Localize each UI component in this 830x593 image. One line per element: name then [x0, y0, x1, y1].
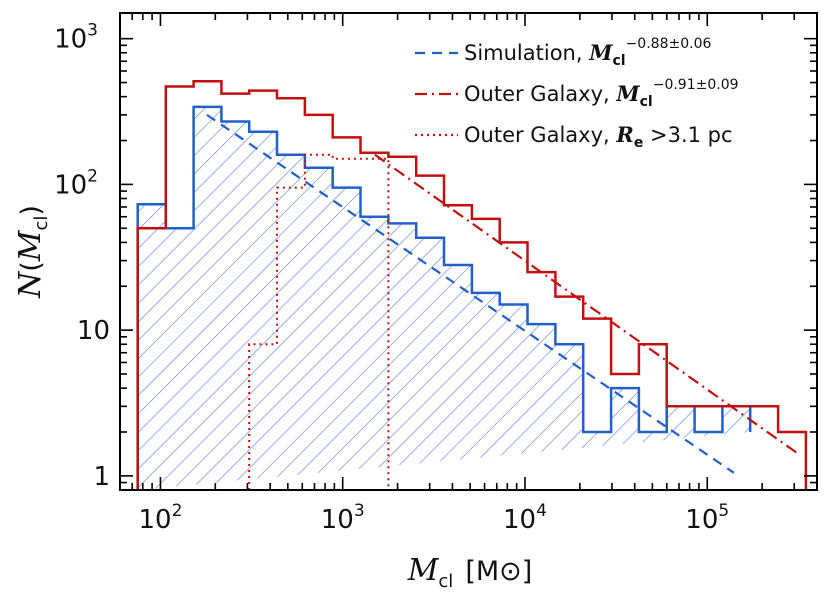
y-tick-label: 103: [54, 21, 98, 55]
fit-line-outer-galaxy-fit: [374, 153, 800, 456]
legend-entry-outer-galaxy-re: Outer Galaxy, Re >3.1 pc: [415, 122, 733, 151]
x-tick-label: 104: [503, 501, 547, 535]
legend-entry-outer-galaxy: Outer Galaxy, Mcl−0.91±0.09: [415, 77, 739, 110]
step-outline-outer-galaxy: [136, 80, 808, 490]
y-tick-label: 102: [54, 166, 98, 200]
y-tick-label: 1: [93, 462, 110, 492]
plot-area: [136, 80, 808, 490]
axis-ticks: [119, 13, 818, 491]
x-tick-label: 102: [138, 501, 182, 535]
legend-label-outer-galaxy: Outer Galaxy, Mcl−0.91±0.09: [464, 77, 739, 110]
x-axis-title: Mcl [M⊙]: [407, 553, 533, 592]
step-outline-outer-galaxy-re-3-1-pc: [248, 153, 390, 490]
series-outer-galaxy-re-3-1-pc: [248, 153, 390, 490]
legend: Simulation, Mcl−0.88±0.06 Outer Galaxy, …: [415, 36, 739, 151]
y-axis-title: N(Mcl): [13, 205, 52, 299]
series-outer-galaxy: [136, 80, 808, 490]
fit-line-simulation-fit: [206, 113, 735, 474]
step-outline-simulation: [136, 105, 752, 490]
tick-labels: 102 103 104 105 1 10 102 103: [54, 21, 729, 535]
legend-entry-simulation: Simulation, Mcl−0.88±0.06: [415, 36, 711, 69]
hatch-fill-simulation: [137, 106, 751, 490]
y-tick-label: 10: [77, 316, 110, 346]
x-tick-label: 105: [685, 501, 729, 535]
legend-label-simulation: Simulation, Mcl−0.88±0.06: [464, 36, 711, 69]
plot-frame: [119, 12, 818, 491]
series-simulation: [136, 105, 752, 490]
legend-label-outer-galaxy-re: Outer Galaxy, Re >3.1 pc: [464, 122, 733, 151]
x-tick-label: 103: [321, 501, 365, 535]
